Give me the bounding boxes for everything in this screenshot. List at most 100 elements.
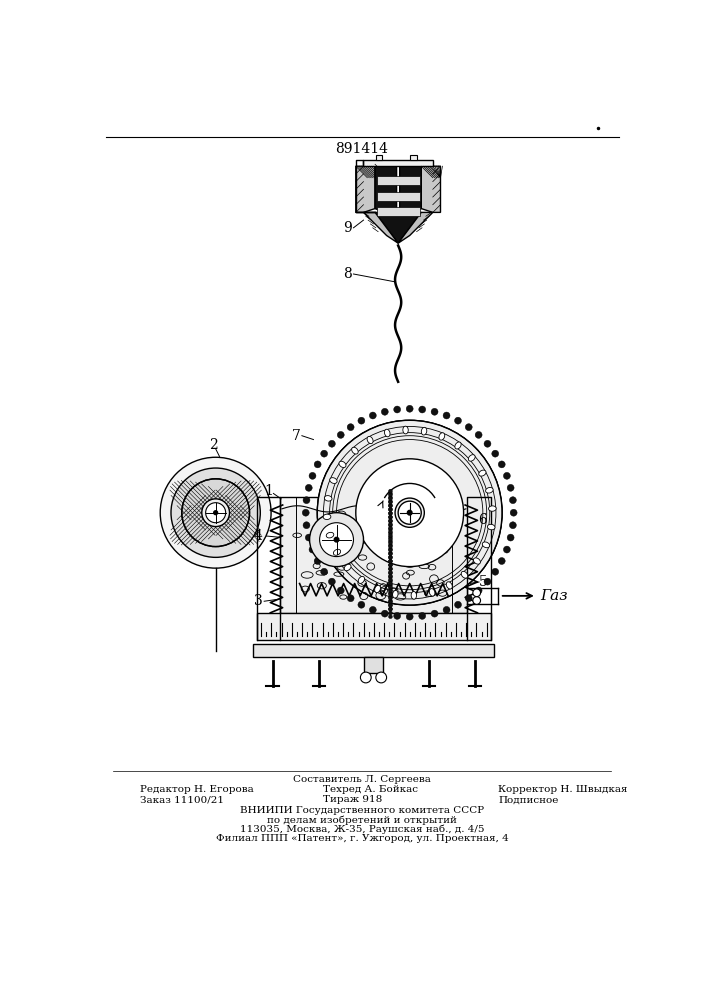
Polygon shape	[398, 212, 433, 243]
Bar	[376, 155, 382, 160]
Circle shape	[309, 472, 316, 479]
Ellipse shape	[482, 542, 490, 548]
Bar	[253, 644, 494, 657]
Circle shape	[475, 587, 482, 594]
Circle shape	[356, 459, 464, 567]
Circle shape	[160, 457, 271, 568]
Circle shape	[303, 522, 310, 529]
Polygon shape	[375, 212, 421, 243]
Circle shape	[389, 515, 392, 519]
Circle shape	[389, 607, 392, 611]
Circle shape	[465, 424, 472, 431]
Ellipse shape	[468, 455, 475, 461]
Circle shape	[389, 519, 392, 523]
Circle shape	[358, 601, 365, 608]
Circle shape	[389, 585, 392, 589]
Circle shape	[303, 509, 309, 516]
Circle shape	[305, 534, 312, 541]
Circle shape	[389, 555, 392, 559]
Ellipse shape	[439, 433, 445, 440]
Circle shape	[389, 567, 392, 571]
Circle shape	[206, 503, 226, 523]
Circle shape	[394, 612, 401, 619]
Circle shape	[419, 406, 426, 413]
Polygon shape	[421, 166, 440, 212]
Circle shape	[503, 546, 510, 553]
Text: 4: 4	[254, 529, 262, 543]
Ellipse shape	[358, 576, 365, 583]
Circle shape	[201, 499, 230, 527]
Bar	[257, 613, 491, 640]
Circle shape	[337, 431, 344, 438]
Circle shape	[305, 484, 312, 491]
Ellipse shape	[486, 487, 493, 493]
Bar	[411, 155, 416, 160]
Circle shape	[309, 546, 316, 553]
Circle shape	[398, 501, 421, 524]
Circle shape	[389, 489, 392, 493]
Circle shape	[443, 606, 450, 613]
Circle shape	[407, 613, 413, 620]
Circle shape	[431, 408, 438, 415]
Circle shape	[407, 405, 413, 412]
Circle shape	[389, 552, 392, 556]
Circle shape	[389, 563, 392, 567]
Ellipse shape	[403, 426, 408, 434]
Ellipse shape	[411, 592, 416, 599]
Text: Филиал ППП «Патент», г. Ужгород, ул. Проектная, 4: Филиал ППП «Патент», г. Ужгород, ул. Про…	[216, 834, 508, 843]
Circle shape	[376, 672, 387, 683]
Circle shape	[389, 582, 392, 585]
Circle shape	[492, 568, 498, 575]
Text: 9: 9	[343, 221, 352, 235]
Bar	[363, 160, 433, 166]
Circle shape	[389, 539, 392, 543]
Polygon shape	[399, 166, 421, 212]
Circle shape	[389, 607, 392, 611]
Circle shape	[389, 543, 392, 547]
Circle shape	[329, 578, 335, 585]
Circle shape	[389, 530, 392, 534]
Circle shape	[389, 579, 392, 583]
Ellipse shape	[489, 506, 496, 511]
Circle shape	[389, 575, 392, 579]
Circle shape	[389, 571, 392, 575]
Circle shape	[389, 600, 392, 604]
Text: Газ: Газ	[541, 589, 568, 603]
Circle shape	[507, 534, 514, 541]
Circle shape	[389, 500, 392, 504]
Text: Тираж 918: Тираж 918	[324, 795, 382, 804]
Circle shape	[389, 511, 392, 515]
Circle shape	[334, 537, 339, 542]
Circle shape	[431, 610, 438, 617]
Circle shape	[321, 450, 327, 457]
Circle shape	[310, 513, 363, 567]
Circle shape	[510, 509, 517, 516]
Circle shape	[389, 611, 392, 615]
Circle shape	[317, 420, 502, 605]
Circle shape	[303, 497, 310, 504]
Circle shape	[389, 492, 392, 495]
Circle shape	[389, 535, 392, 539]
Circle shape	[498, 461, 506, 468]
Circle shape	[484, 578, 491, 585]
Bar	[377, 176, 420, 185]
Circle shape	[475, 431, 482, 438]
Circle shape	[389, 589, 392, 593]
Circle shape	[389, 519, 392, 523]
Text: 1: 1	[264, 484, 273, 498]
Text: Заказ 11100/21: Заказ 11100/21	[140, 795, 224, 804]
Text: 7: 7	[292, 429, 301, 443]
Ellipse shape	[461, 571, 468, 578]
Circle shape	[389, 599, 392, 603]
Circle shape	[347, 424, 354, 431]
Ellipse shape	[325, 496, 332, 501]
Ellipse shape	[344, 564, 351, 571]
Circle shape	[389, 508, 392, 512]
Ellipse shape	[392, 590, 398, 598]
Circle shape	[389, 551, 392, 555]
Circle shape	[389, 578, 392, 582]
Circle shape	[389, 596, 392, 600]
Circle shape	[492, 450, 498, 457]
Circle shape	[389, 556, 392, 560]
Text: по делам изобретений и открытий: по делам изобретений и открытий	[267, 815, 457, 825]
